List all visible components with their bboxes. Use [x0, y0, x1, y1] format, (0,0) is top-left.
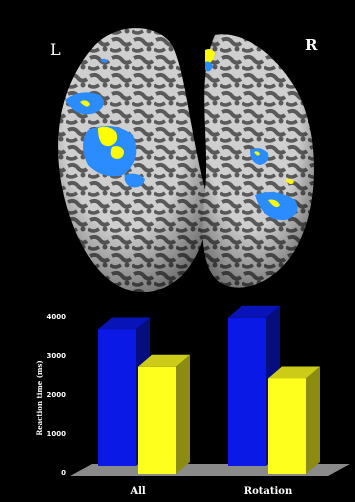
y-tick-label: 3000 — [47, 352, 67, 360]
x-category-label: All — [129, 486, 146, 497]
activation-blobs-right — [205, 49, 298, 221]
chart-plot: 0 1000 2000 3000 4000 Reaction time (ms) All Ro… — [35, 305, 350, 497]
bar — [228, 317, 266, 466]
bar — [98, 329, 136, 466]
left-hemisphere — [58, 28, 207, 293]
bar — [138, 366, 176, 474]
y-tick-label: 4000 — [47, 313, 67, 321]
activation-blobs-left — [65, 58, 145, 188]
y-tick-label: 1000 — [47, 430, 67, 438]
x-category-label: Rotation — [244, 486, 293, 497]
brain-surface-panel — [58, 28, 314, 293]
y-axis-label: Reaction time (ms) — [35, 360, 44, 435]
bar — [268, 378, 306, 474]
y-tick-label: 2000 — [47, 391, 67, 399]
left-hemisphere-label: L — [50, 40, 61, 59]
bar-top — [228, 305, 280, 318]
right-hemisphere-label: R — [305, 36, 318, 54]
bar-side — [176, 354, 190, 474]
bar-top — [138, 354, 190, 367]
bar-side — [306, 366, 320, 474]
reaction-time-bar-chart: 0 1000 2000 3000 4000 Reaction time (ms) All Ro… — [35, 305, 350, 497]
y-tick-label: 0 — [61, 469, 66, 477]
right-hemisphere — [202, 34, 314, 288]
bar-top — [98, 317, 150, 330]
bar-top — [268, 366, 320, 379]
